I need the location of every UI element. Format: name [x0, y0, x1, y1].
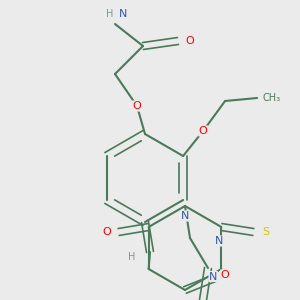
Text: N: N — [119, 9, 127, 19]
Text: N: N — [215, 236, 224, 246]
Text: O: O — [220, 270, 230, 280]
Text: O: O — [199, 126, 208, 136]
Text: N: N — [209, 272, 218, 281]
Text: H: H — [106, 9, 114, 19]
Text: O: O — [186, 36, 194, 46]
Text: H: H — [220, 272, 227, 281]
Text: N: N — [181, 211, 189, 221]
Text: S: S — [262, 227, 269, 237]
Text: O: O — [102, 227, 111, 237]
Text: O: O — [133, 101, 141, 111]
Text: CH₃: CH₃ — [262, 93, 280, 103]
Text: H: H — [128, 252, 136, 262]
